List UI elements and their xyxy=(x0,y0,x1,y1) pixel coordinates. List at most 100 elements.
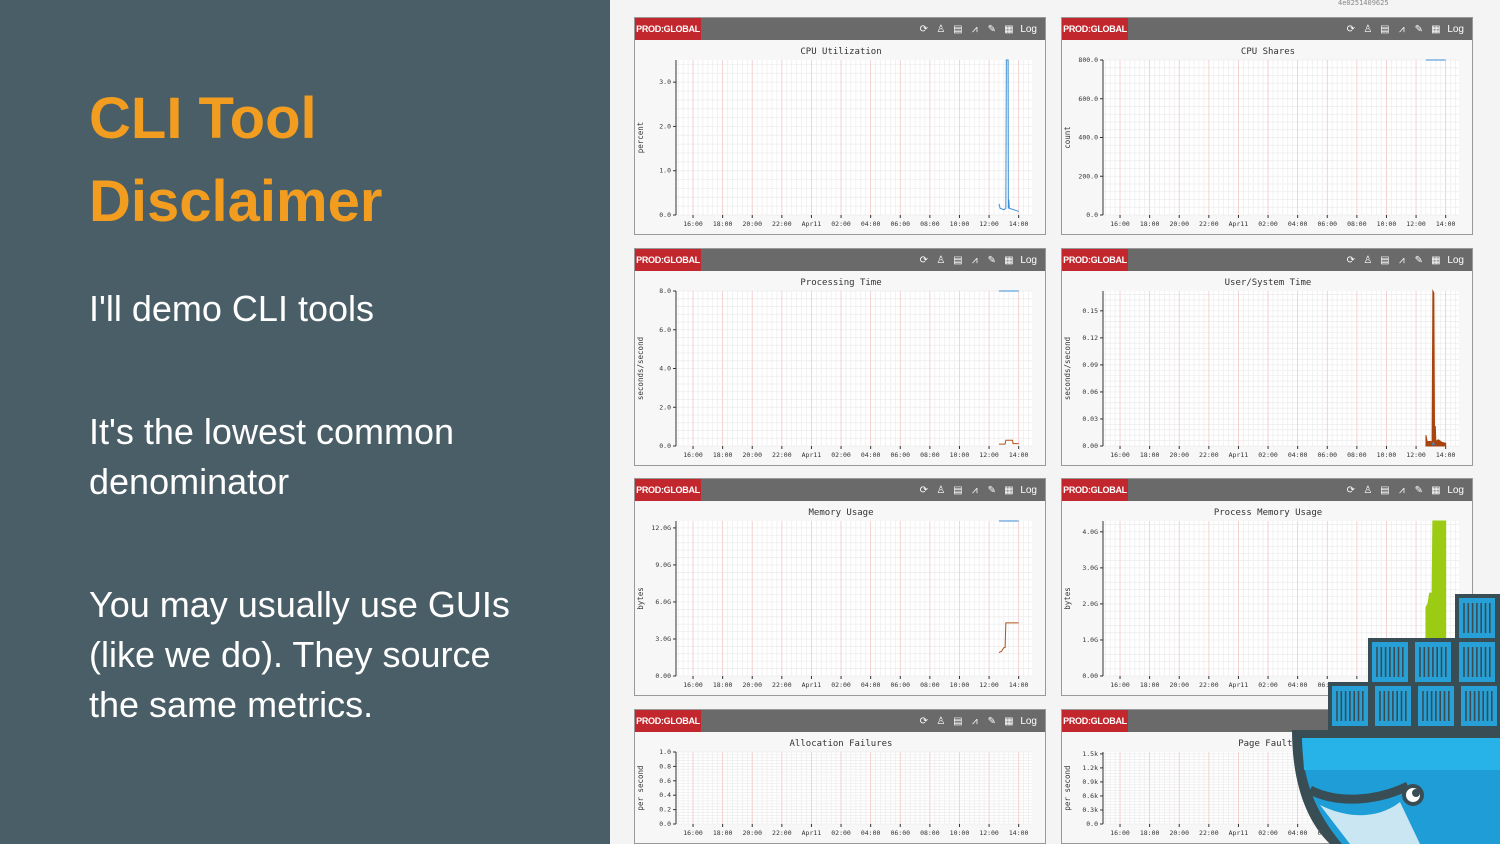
edit-icon[interactable]: ✎ xyxy=(987,715,996,727)
log-scale-toggle[interactable]: Log xyxy=(1020,715,1037,727)
y-tick-label: 0.0 xyxy=(659,211,671,219)
chart-icon[interactable]: ⩘ xyxy=(1398,254,1405,266)
log-scale-toggle[interactable]: Log xyxy=(1020,254,1037,266)
environment-badge[interactable]: PROD:GLOBAL xyxy=(1062,249,1128,271)
environment-badge[interactable]: PROD:GLOBAL xyxy=(635,710,701,732)
log-scale-toggle[interactable]: Log xyxy=(1020,484,1037,496)
environment-badge[interactable]: PROD:GLOBAL xyxy=(635,479,701,501)
environment-badge[interactable]: PROD:GLOBAL xyxy=(1062,479,1128,501)
chart-title: Page Faults xyxy=(1238,739,1298,749)
y-tick-label: 3.0G xyxy=(655,635,671,643)
grid-icon[interactable]: ▦ xyxy=(1004,254,1014,266)
log-scale-toggle[interactable]: Log xyxy=(1020,23,1037,35)
document-icon[interactable]: ▤ xyxy=(953,254,963,266)
log-scale-toggle[interactable]: Log xyxy=(1447,254,1464,266)
chart-panel: PROD:GLOBAL ⟳ ♙ ▤ ⩘ ✎ ▦ Log Processing Time 16:0… xyxy=(634,248,1046,466)
panel-header: PROD:GLOBAL ⟳ ♙ ▤ ⩘ ✎ ▦ Log xyxy=(635,18,1045,40)
plot-area xyxy=(676,752,1032,824)
chart-icon[interactable]: ⩘ xyxy=(971,484,978,496)
y-tick-label: 3.0 xyxy=(659,78,671,86)
x-tick-label: 02:00 xyxy=(1258,681,1278,689)
x-tick-label: 18:00 xyxy=(713,220,733,228)
edit-icon[interactable]: ✎ xyxy=(1414,254,1423,266)
y-tick-label: 0.15 xyxy=(1082,307,1098,315)
chart-plot: CPU Utilization 16:00 18:00 20:00 22:00 Apr11… xyxy=(636,47,1032,228)
user-icon[interactable]: ♙ xyxy=(936,254,946,266)
chart-icon[interactable]: ⩘ xyxy=(971,715,978,727)
refresh-icon[interactable]: ⟳ xyxy=(919,484,928,496)
x-tick-label: 14:00 xyxy=(1009,220,1029,228)
edit-icon[interactable]: ✎ xyxy=(987,23,996,35)
grid-icon[interactable]: ▦ xyxy=(1431,23,1441,35)
refresh-icon[interactable]: ⟳ xyxy=(919,254,928,266)
refresh-icon[interactable]: ⟳ xyxy=(1346,254,1355,266)
environment-badge[interactable]: PROD:GLOBAL xyxy=(1062,710,1128,732)
chart-icon[interactable]: ⩘ xyxy=(1398,484,1405,496)
x-tick-label: 20:00 xyxy=(1169,681,1189,689)
y-tick-label: 0.00 xyxy=(1082,672,1098,680)
edit-icon[interactable]: ✎ xyxy=(1414,484,1423,496)
chart-title: Processing Time xyxy=(800,278,881,288)
user-icon[interactable]: ♙ xyxy=(936,484,946,496)
x-tick-label: 06:00 xyxy=(890,451,910,459)
user-icon[interactable]: ♙ xyxy=(1363,254,1373,266)
x-tick-label: 02:00 xyxy=(831,681,851,689)
x-tick-label: 20:00 xyxy=(1169,451,1189,459)
log-scale-toggle[interactable]: Log xyxy=(1447,23,1464,35)
chart-panel: PROD:GLOBAL ⟳ ♙ ▤ ⩘ ✎ ▦ Log CPU Shares 16:00 18:0… xyxy=(1061,17,1473,235)
x-tick-label: Apr11 xyxy=(802,220,822,228)
document-icon[interactable]: ▤ xyxy=(1380,254,1390,266)
y-axis-label: seconds/second xyxy=(1063,337,1072,400)
document-icon[interactable]: ▤ xyxy=(953,23,963,35)
y-tick-label: 3.0G xyxy=(1082,564,1098,572)
environment-badge[interactable]: PROD:GLOBAL xyxy=(635,249,701,271)
user-icon[interactable]: ♙ xyxy=(936,23,946,35)
panel-header: PROD:GLOBAL ⟳ ♙ ▤ ⩘ ✎ ▦ Log xyxy=(1062,479,1472,501)
bullet-text: It's the lowest common denominator xyxy=(89,411,455,502)
edit-icon[interactable]: ✎ xyxy=(987,484,996,496)
x-tick-label: 16:00 xyxy=(683,681,703,689)
x-tick-label: 06:00 xyxy=(1317,681,1337,689)
y-tick-label: 0.8 xyxy=(659,762,671,770)
refresh-icon[interactable]: ⟳ xyxy=(1346,484,1355,496)
series-area xyxy=(1425,289,1447,447)
y-tick-label: 800.0 xyxy=(1078,56,1098,64)
edit-icon[interactable]: ✎ xyxy=(1414,23,1423,35)
refresh-icon[interactable]: ⟳ xyxy=(919,23,928,35)
document-icon[interactable]: ▤ xyxy=(1380,484,1390,496)
refresh-icon[interactable]: ⟳ xyxy=(1346,23,1355,35)
user-icon[interactable]: ♙ xyxy=(1363,23,1373,35)
y-tick-label: 1.5k xyxy=(1082,750,1098,758)
user-icon[interactable]: ♙ xyxy=(1363,484,1373,496)
edit-icon[interactable]: ✎ xyxy=(987,254,996,266)
environment-badge[interactable]: PROD:GLOBAL xyxy=(1062,18,1128,40)
refresh-icon[interactable]: ⟳ xyxy=(919,715,928,727)
grid-icon[interactable]: ▦ xyxy=(1004,23,1014,35)
x-tick-label: 02:00 xyxy=(1258,451,1278,459)
grid-icon[interactable]: ▦ xyxy=(1004,715,1014,727)
chart-icon[interactable]: ⩘ xyxy=(971,23,978,35)
chart-icon[interactable]: ⩘ xyxy=(1398,23,1405,35)
x-tick-label: 18:00 xyxy=(713,681,733,689)
x-tick-label: 12:00 xyxy=(979,829,999,837)
user-icon[interactable]: ♙ xyxy=(936,715,946,727)
x-tick-label: 14:00 xyxy=(1009,451,1029,459)
document-icon[interactable]: ▤ xyxy=(953,484,963,496)
x-tick-label: 04:00 xyxy=(861,681,881,689)
y-axis-label: per second xyxy=(636,765,645,810)
document-icon[interactable]: ▤ xyxy=(1380,23,1390,35)
log-scale-toggle[interactable]: Log xyxy=(1447,484,1464,496)
series-line xyxy=(998,622,1019,654)
x-tick-label: Apr11 xyxy=(1229,220,1249,228)
panel-header: PROD:GLOBAL ⟳ ♙ ▤ ⩘ ✎ ▦ Log xyxy=(635,479,1045,501)
grid-icon[interactable]: ▦ xyxy=(1004,484,1014,496)
document-icon[interactable]: ▤ xyxy=(953,715,963,727)
x-tick-label: 18:00 xyxy=(1140,451,1160,459)
chart-panel: PROD:GLOBAL ⟳ ♙ ▤ ⩘ ✎ ▦ Log User/System Time 16:… xyxy=(1061,248,1473,466)
grid-icon[interactable]: ▦ xyxy=(1431,484,1441,496)
host-id: 4e0251409625 xyxy=(1338,0,1389,7)
grid-icon[interactable]: ▦ xyxy=(1431,254,1441,266)
chart-icon[interactable]: ⩘ xyxy=(971,254,978,266)
environment-badge[interactable]: PROD:GLOBAL xyxy=(635,18,701,40)
x-tick-label: 14:00 xyxy=(1009,829,1029,837)
